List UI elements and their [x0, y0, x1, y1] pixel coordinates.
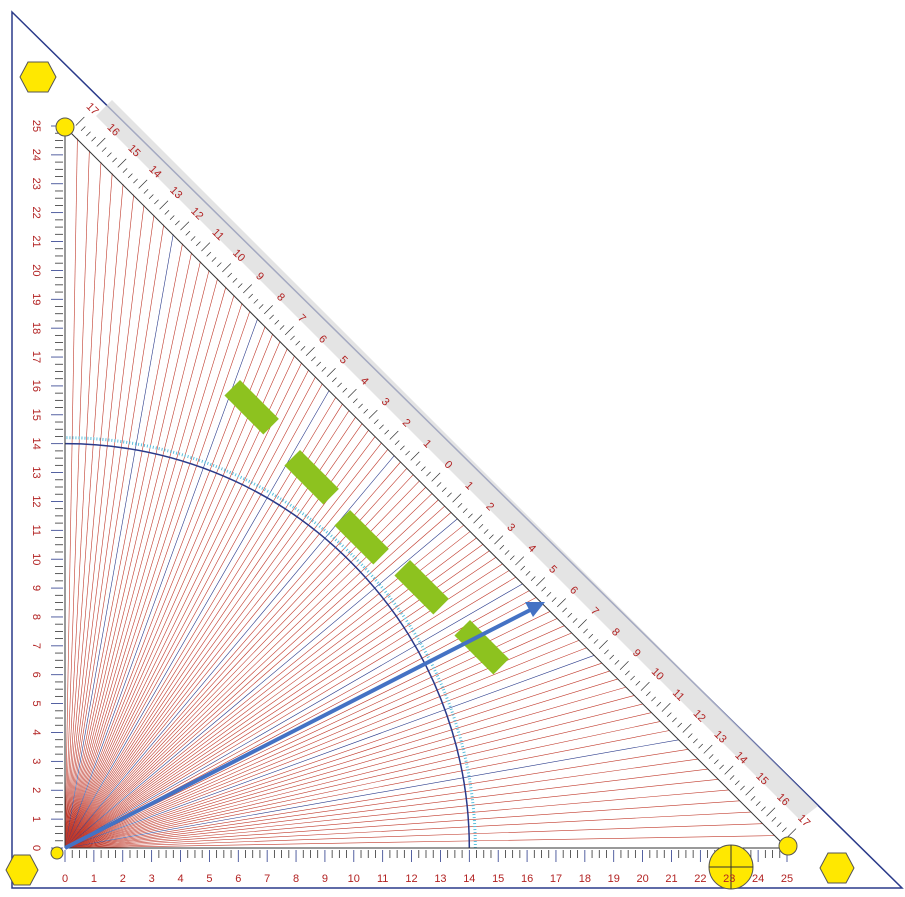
bottom-scale-label: 15 [492, 873, 504, 885]
left-scale-label: 9 [30, 585, 42, 591]
left-scale-label: 14 [30, 438, 42, 450]
left-scale-label: 10 [30, 553, 42, 565]
bottom-scale-label: 12 [405, 873, 417, 885]
left-scale-label: 0 [30, 845, 42, 851]
bottom-scale-label: 17 [550, 873, 562, 885]
bottom-scale-label: 0 [62, 873, 68, 885]
bottom-scale-label: 2 [120, 873, 126, 885]
left-scale-label: 17 [30, 351, 42, 363]
set-square: 0123456789101112131415161718192021222324… [0, 0, 905, 897]
hole [56, 118, 74, 136]
bottom-scale-label: 16 [521, 873, 533, 885]
bottom-scale-label: 14 [463, 873, 475, 885]
left-scale-label: 25 [30, 120, 42, 132]
left-scale-label: 16 [30, 380, 42, 392]
left-scale-label: 4 [30, 729, 42, 735]
left-scale-label: 7 [30, 643, 42, 649]
bottom-scale-label: 6 [235, 873, 241, 885]
left-scale-label: 2 [30, 787, 42, 793]
left-scale-label: 1 [30, 816, 42, 822]
hexagon [820, 853, 854, 883]
bottom-scale-label: 22 [694, 873, 706, 885]
left-scale-label: 23 [30, 178, 42, 190]
hexagon [20, 62, 56, 92]
left-scale-label: 3 [30, 758, 42, 764]
left-scale-label: 20 [30, 264, 42, 276]
bottom-scale-label: 21 [665, 873, 677, 885]
bottom-scale-label: 10 [348, 873, 360, 885]
bottom-scale-label: 24 [752, 873, 764, 885]
hole [779, 837, 797, 855]
left-scale-label: 13 [30, 466, 42, 478]
left-scale-label: 18 [30, 322, 42, 334]
bottom-scale-label: 1 [91, 873, 97, 885]
left-scale-label: 24 [30, 149, 42, 161]
bottom-scale-label: 8 [293, 873, 299, 885]
bottom-scale-label: 19 [608, 873, 620, 885]
left-scale-label: 5 [30, 701, 42, 707]
bottom-scale-label: 7 [264, 873, 270, 885]
bottom-scale-label: 9 [322, 873, 328, 885]
bottom-scale-label: 4 [177, 873, 183, 885]
bottom-scale-label: 25 [781, 873, 793, 885]
left-scale-label: 22 [30, 207, 42, 219]
left-scale-label: 15 [30, 409, 42, 421]
bottom-scale-label: 18 [579, 873, 591, 885]
bottom-scale-label: 13 [434, 873, 446, 885]
bottom-scale-label: 11 [377, 873, 388, 885]
hole [51, 847, 63, 859]
bottom-scale-label: 23 [723, 873, 735, 885]
bottom-scale-label: 20 [636, 873, 648, 885]
bottom-scale-label: 5 [206, 873, 212, 885]
left-scale-label: 21 [30, 235, 42, 247]
left-scale-label: 8 [30, 614, 42, 620]
left-scale-label: 19 [30, 293, 42, 305]
bottom-scale-label: 3 [149, 873, 155, 885]
left-scale-label: 6 [30, 672, 42, 678]
left-scale-label: 12 [30, 495, 42, 507]
left-scale-label: 11 [30, 525, 42, 536]
